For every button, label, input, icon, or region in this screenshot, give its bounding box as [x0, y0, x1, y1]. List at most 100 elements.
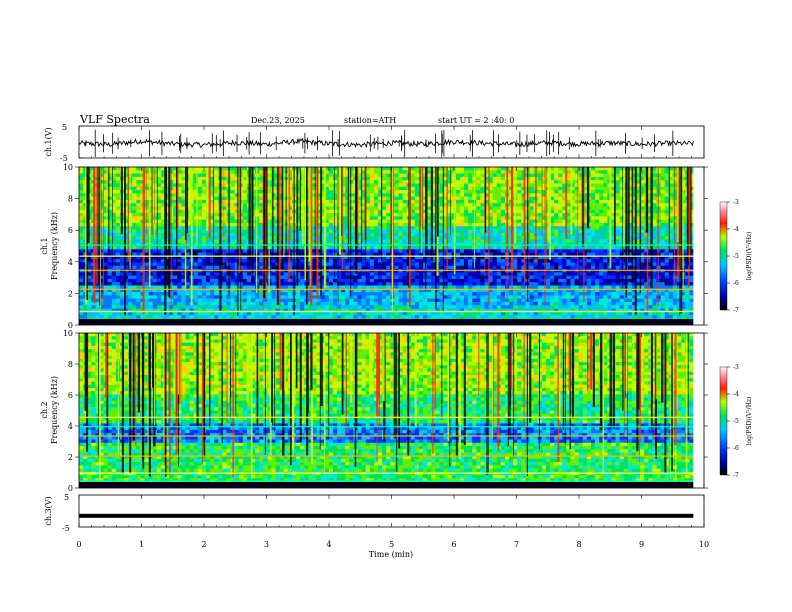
spec-cell — [611, 262, 616, 267]
spec-cell — [79, 183, 84, 188]
spec-cell — [590, 176, 596, 181]
spec-cell — [398, 229, 403, 234]
spec-cell — [611, 246, 616, 250]
spec-cell — [427, 249, 432, 253]
spec-cell — [181, 167, 186, 171]
spec-cell — [464, 232, 469, 237]
spec-cell — [427, 262, 432, 267]
spec-cell — [181, 170, 186, 174]
spec-cell — [496, 196, 502, 201]
spec-cell — [672, 265, 678, 270]
spec-cell — [595, 170, 600, 174]
spec-cell — [476, 255, 481, 260]
spec-cell — [160, 183, 166, 188]
spec-cell — [255, 190, 260, 194]
spec-cell — [222, 259, 227, 263]
spec-cell — [349, 259, 354, 263]
spec-cell — [173, 246, 178, 250]
spec-cell — [566, 196, 571, 201]
spec-cell — [640, 199, 645, 204]
spec-cell — [586, 236, 592, 240]
spec-cell — [193, 213, 199, 217]
spec-cell — [369, 196, 375, 201]
spec-cell — [566, 246, 571, 250]
spec-cell — [500, 196, 506, 201]
spec-cell — [316, 226, 322, 230]
spec-cell — [488, 259, 494, 263]
spec-cell — [464, 259, 469, 263]
spec-cell — [382, 222, 387, 227]
spec-cell — [484, 180, 489, 184]
spec-cell — [595, 186, 600, 191]
spec-cell — [541, 239, 547, 244]
spec-cell — [173, 265, 178, 270]
spec-cell — [136, 170, 141, 174]
spec-cell — [660, 180, 666, 184]
spec-cell — [382, 226, 387, 230]
spec-cell — [165, 246, 170, 250]
spec-cell — [177, 255, 182, 260]
spec-cell — [414, 216, 420, 221]
spec-cell — [627, 203, 633, 207]
spec-cell — [500, 226, 506, 230]
spec-cell — [582, 180, 588, 184]
spec-cell — [324, 219, 330, 224]
spec-cell — [631, 259, 637, 263]
spec-cell — [672, 239, 678, 244]
spec-cell — [672, 183, 678, 188]
spec-cell — [398, 183, 403, 188]
spec-cell — [255, 219, 260, 224]
spec-cell — [173, 173, 178, 178]
spec-cell — [541, 193, 547, 198]
spec-cell — [554, 216, 559, 221]
spec-cell — [205, 259, 211, 263]
spec-cell — [316, 190, 322, 194]
spec-cell — [99, 190, 104, 194]
spec-cell — [181, 259, 186, 263]
spec-cell — [197, 265, 203, 270]
spec-cell — [287, 222, 293, 227]
spec-cell — [132, 249, 137, 253]
spec-cell — [345, 272, 350, 277]
spec-cell — [636, 190, 641, 194]
spec-cell — [193, 173, 199, 178]
spec-cell — [582, 173, 588, 178]
spec-cell — [79, 193, 84, 198]
spec-cell — [492, 216, 498, 221]
spec-cell — [578, 249, 584, 253]
spec-cell — [672, 262, 678, 267]
spec-cell — [464, 209, 469, 214]
spec-cell — [439, 170, 444, 174]
spec-cell — [197, 239, 203, 244]
spec-cell — [349, 262, 354, 267]
spec-cell — [554, 259, 559, 263]
spec-cell — [316, 236, 322, 240]
spec-cell — [316, 246, 322, 250]
spec-cell — [562, 180, 567, 184]
spec-cell — [156, 252, 162, 257]
spec-cell — [619, 232, 625, 237]
spec-cell — [447, 265, 453, 270]
spec-cell — [484, 203, 489, 207]
spec-cell — [496, 219, 502, 224]
spec-cell — [492, 199, 498, 204]
spec-cell — [570, 255, 575, 260]
spec-cell — [599, 232, 604, 237]
spec-cell — [414, 239, 420, 244]
spec-cell — [99, 176, 104, 181]
spec-cell — [373, 236, 379, 240]
spec-cell — [668, 255, 674, 260]
spec-cell — [439, 219, 444, 224]
spec-cell — [455, 249, 461, 253]
spec-cell — [672, 236, 678, 240]
spec-cell — [234, 236, 240, 240]
spec-cell — [562, 272, 567, 277]
spec-cell — [136, 196, 141, 201]
spec-cell — [156, 196, 162, 201]
spec-cell — [672, 170, 678, 174]
spec-cell — [672, 209, 678, 214]
spec-cell — [255, 167, 260, 171]
spec-cell — [611, 226, 616, 230]
spec-cell — [631, 170, 637, 174]
spec-cell — [566, 173, 571, 178]
